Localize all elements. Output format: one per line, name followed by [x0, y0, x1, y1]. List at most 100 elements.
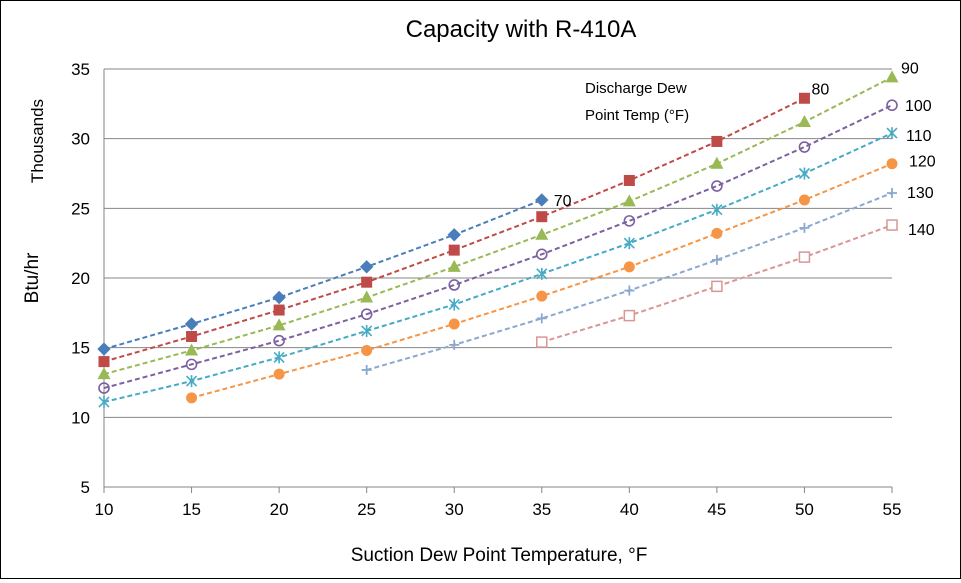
- x-tick-label: 30: [445, 500, 464, 519]
- data-point: [798, 141, 811, 153]
- y-tick-label: 20: [71, 269, 90, 288]
- x-tick-label: 15: [182, 500, 201, 519]
- series-120: [186, 158, 898, 404]
- x-tick-label: 55: [883, 500, 902, 519]
- data-point: [98, 382, 110, 394]
- legend-note-line2: Point Temp (°F): [585, 107, 689, 124]
- series-100: [98, 99, 898, 394]
- data-point: [360, 308, 373, 321]
- data-point: [359, 260, 374, 274]
- data-point: [623, 174, 635, 186]
- data-point: [447, 259, 461, 272]
- series-70: [97, 193, 549, 356]
- data-point: [887, 188, 897, 199]
- series-label: 100: [905, 98, 932, 115]
- y-tick-label: 25: [71, 199, 90, 218]
- data-point: [185, 358, 198, 371]
- data-point: [97, 367, 111, 380]
- data-point: [798, 92, 810, 104]
- data-point: [448, 318, 460, 330]
- series-label: 110: [906, 128, 932, 145]
- data-point: [886, 99, 898, 112]
- series-label: 80: [811, 81, 829, 98]
- y-tick-label: 5: [81, 478, 90, 497]
- data-point: [711, 180, 723, 192]
- data-point: [448, 298, 460, 311]
- data-point: [798, 251, 811, 263]
- data-point: [886, 219, 898, 231]
- data-point: [361, 344, 373, 356]
- data-point: [624, 285, 635, 296]
- label-layer: 70 80 90 100 110 120 130 140: [554, 60, 936, 239]
- series-80: [98, 92, 810, 368]
- data-point: [535, 193, 549, 207]
- data-point: [98, 396, 110, 409]
- data-point: [798, 194, 810, 206]
- data-point: [536, 290, 548, 302]
- x-tick-label: 45: [707, 500, 726, 519]
- data-point: [447, 228, 461, 242]
- data-point: [185, 375, 198, 388]
- data-point: [711, 135, 723, 147]
- series-layer: [97, 70, 899, 409]
- data-point: [798, 167, 811, 180]
- series-110: [98, 127, 898, 409]
- data-point: [711, 254, 722, 265]
- data-point: [536, 336, 548, 348]
- y-tick-label: 30: [71, 130, 90, 149]
- axis-layer: 5 10 15 20 25 30 35 10 15 20 25 30 35 40 45 50 55: [71, 60, 901, 519]
- data-point: [535, 227, 549, 240]
- data-point: [536, 267, 548, 280]
- data-point: [360, 290, 374, 303]
- data-point: [361, 364, 372, 375]
- grid-layer: [104, 68, 892, 488]
- data-point: [186, 331, 198, 343]
- series-label: 120: [909, 154, 936, 171]
- series-label: 90: [901, 60, 919, 77]
- series-140: [536, 219, 898, 348]
- series-line: [103, 104, 893, 390]
- series-label: 130: [907, 185, 934, 202]
- data-point: [272, 290, 286, 305]
- data-point: [273, 351, 285, 364]
- data-point: [536, 211, 548, 223]
- y-tick-label: 35: [71, 60, 90, 79]
- data-point: [886, 127, 898, 140]
- data-point: [448, 244, 460, 256]
- y-axis-unit-label: Thousands: [28, 99, 47, 183]
- legend-note-line1: Discharge Dew: [585, 80, 687, 97]
- data-point: [886, 158, 898, 170]
- series-130: [361, 188, 897, 375]
- data-point: [797, 114, 811, 127]
- data-point: [623, 215, 636, 227]
- data-point: [623, 237, 635, 250]
- data-point: [448, 279, 461, 291]
- x-axis-title: Suction Dew Point Temperature, °F: [351, 545, 648, 566]
- x-tick-label: 25: [357, 500, 376, 519]
- data-point: [623, 309, 636, 322]
- x-tick-label: 35: [532, 500, 551, 519]
- data-point: [885, 70, 899, 83]
- series-line: [103, 76, 893, 376]
- data-point: [273, 368, 285, 380]
- series-label: 140: [908, 222, 935, 239]
- data-point: [361, 324, 373, 337]
- data-point: [186, 392, 198, 404]
- data-point: [272, 318, 286, 331]
- x-tick-label: 50: [795, 500, 814, 519]
- data-point: [711, 280, 723, 293]
- data-point: [799, 222, 810, 233]
- series-line: [103, 132, 893, 403]
- series-label: 70: [554, 193, 572, 210]
- data-point: [273, 334, 285, 347]
- y-axis-title: Btu/hr: [22, 252, 43, 303]
- x-tick-label: 40: [620, 500, 639, 519]
- data-point: [98, 356, 110, 368]
- data-point: [711, 227, 723, 239]
- data-point: [273, 304, 285, 316]
- series-line: [366, 192, 893, 371]
- series-line: [103, 199, 543, 351]
- y-tick-label: 15: [71, 339, 90, 358]
